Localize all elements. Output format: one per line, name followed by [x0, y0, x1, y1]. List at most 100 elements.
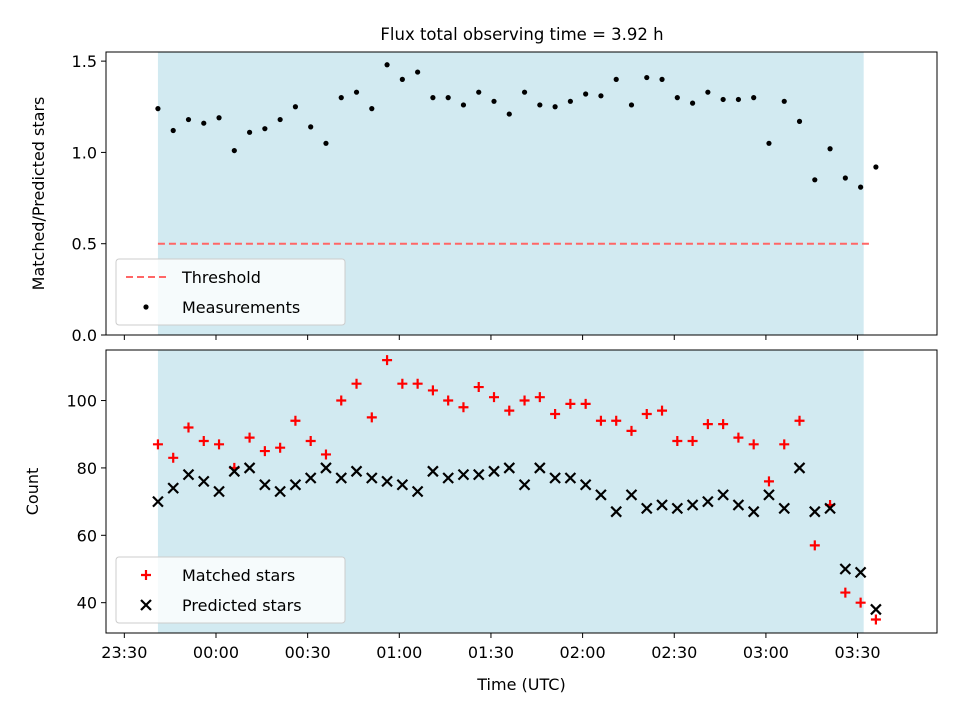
y-tick-label: 0.5: [72, 235, 97, 254]
measurement-point: [613, 76, 619, 82]
matched-star-point: [657, 405, 668, 416]
measurement-point: [842, 175, 848, 181]
y-axis-label: Matched/Predicted stars: [29, 97, 48, 291]
legend-box: [115, 556, 346, 624]
measurement-point: [751, 95, 757, 101]
matched-star-point: [473, 382, 484, 393]
x-tick-label: 00:30: [285, 643, 331, 662]
predicted-star-point: [228, 465, 241, 478]
matched-star-point: [702, 419, 713, 430]
matched-star-point: [397, 378, 408, 389]
predicted-star-point: [793, 462, 806, 474]
legend-label: Measurements: [182, 298, 300, 317]
matched-star-point: [840, 587, 851, 598]
matched-star-point: [641, 409, 652, 420]
measurement-point: [766, 140, 772, 146]
matched-star-point: [305, 435, 316, 446]
y-tick-label: 60: [77, 526, 97, 545]
matched-star-point: [595, 415, 606, 426]
predicted-star-point: [488, 465, 500, 478]
measurement-point: [781, 98, 787, 104]
matched-star-point: [580, 398, 591, 409]
measurement-point: [246, 129, 253, 135]
plot-frame: [105, 51, 938, 336]
measurement-point: [628, 102, 635, 108]
measurement-point: [812, 177, 818, 183]
predicted-star-point: [396, 478, 409, 491]
x-tick-label: 00:00: [193, 643, 239, 662]
predicted-star-point: [854, 566, 867, 579]
matched-star-point: [687, 435, 698, 446]
predicted-star-point: [182, 468, 195, 481]
measurement-point: [674, 95, 680, 101]
y-tick-label: 1.5: [72, 52, 97, 71]
measurement-point: [873, 164, 879, 170]
y-tick-label: 80: [77, 459, 97, 478]
predicted-star-point: [717, 489, 729, 501]
legend-matched-swatch: [141, 570, 151, 580]
matched-star-point: [504, 405, 515, 416]
predicted-star-point: [686, 499, 699, 511]
predicted-star-point: [640, 502, 653, 515]
predicted-star-point: [442, 472, 454, 484]
y-tick-label: 1.0: [72, 143, 97, 162]
matched-star-point: [443, 395, 454, 406]
measurement-point: [170, 127, 176, 134]
measurement-point: [201, 120, 207, 126]
matched-star-point: [489, 392, 500, 403]
measurement-point: [552, 104, 558, 110]
predicted-star-point: [518, 478, 531, 491]
legend-label: Predicted stars: [182, 596, 302, 615]
predicted-star-point: [335, 472, 348, 484]
matched-star-point: [244, 432, 255, 443]
legend-measurement-swatch: [143, 304, 149, 310]
measurement-point: [858, 184, 864, 190]
measurement-point: [705, 89, 711, 95]
count-panel: 40 60 80 100 23:30 00:00 00:30 01:00 01:30 02:00 0…: [23, 349, 938, 694]
predicted-star-point: [381, 475, 393, 488]
predicted-star-point: [243, 462, 256, 474]
matched-star-point: [320, 449, 331, 460]
matched-star-point: [336, 395, 347, 406]
matched-star-point: [366, 412, 377, 423]
matched-star-point: [534, 392, 545, 403]
x-tick-label: 03:30: [835, 643, 881, 662]
matched-star-point: [748, 439, 759, 450]
predicted-star-point: [304, 472, 317, 484]
predicted-star-point: [809, 505, 821, 518]
matched-star-point: [427, 385, 438, 396]
predicted-star-point: [671, 502, 684, 515]
predicted-star-point: [824, 502, 836, 515]
measurement-point: [521, 89, 528, 95]
matched-star-point: [412, 378, 423, 389]
x-axis-label: Time (UTC): [476, 675, 565, 694]
predicted-star-point: [259, 478, 271, 491]
x-tick-label: 01:00: [376, 643, 422, 662]
measurement-point: [460, 102, 467, 108]
matched-star-point: [168, 452, 179, 463]
matched-star-point: [870, 614, 881, 625]
predicted-star-point: [366, 472, 378, 484]
matched-star-point: [611, 415, 622, 426]
matched-star-point: [382, 355, 393, 366]
measurement-point: [598, 93, 604, 99]
predicted-star-point: [747, 505, 760, 518]
x-tick-label: 02:30: [651, 643, 697, 662]
matched-star-point: [718, 419, 729, 430]
predicted-star-point: [427, 465, 439, 478]
x-tick-label: 23:30: [101, 643, 147, 662]
predicted-star-point: [350, 465, 363, 478]
measurement-point: [262, 126, 268, 132]
measurement-point: [308, 124, 314, 130]
measurement-point: [796, 118, 803, 124]
measurement-point: [216, 115, 222, 121]
legend-label: Matched stars: [182, 566, 295, 585]
matched-star-point: [275, 442, 286, 453]
measurement-point: [430, 95, 436, 101]
predicted-star-point: [656, 499, 668, 511]
predicted-star-point: [839, 563, 852, 575]
measurement-point: [185, 116, 192, 123]
predicted-star-point: [213, 485, 225, 498]
matched-star-point: [351, 378, 362, 389]
